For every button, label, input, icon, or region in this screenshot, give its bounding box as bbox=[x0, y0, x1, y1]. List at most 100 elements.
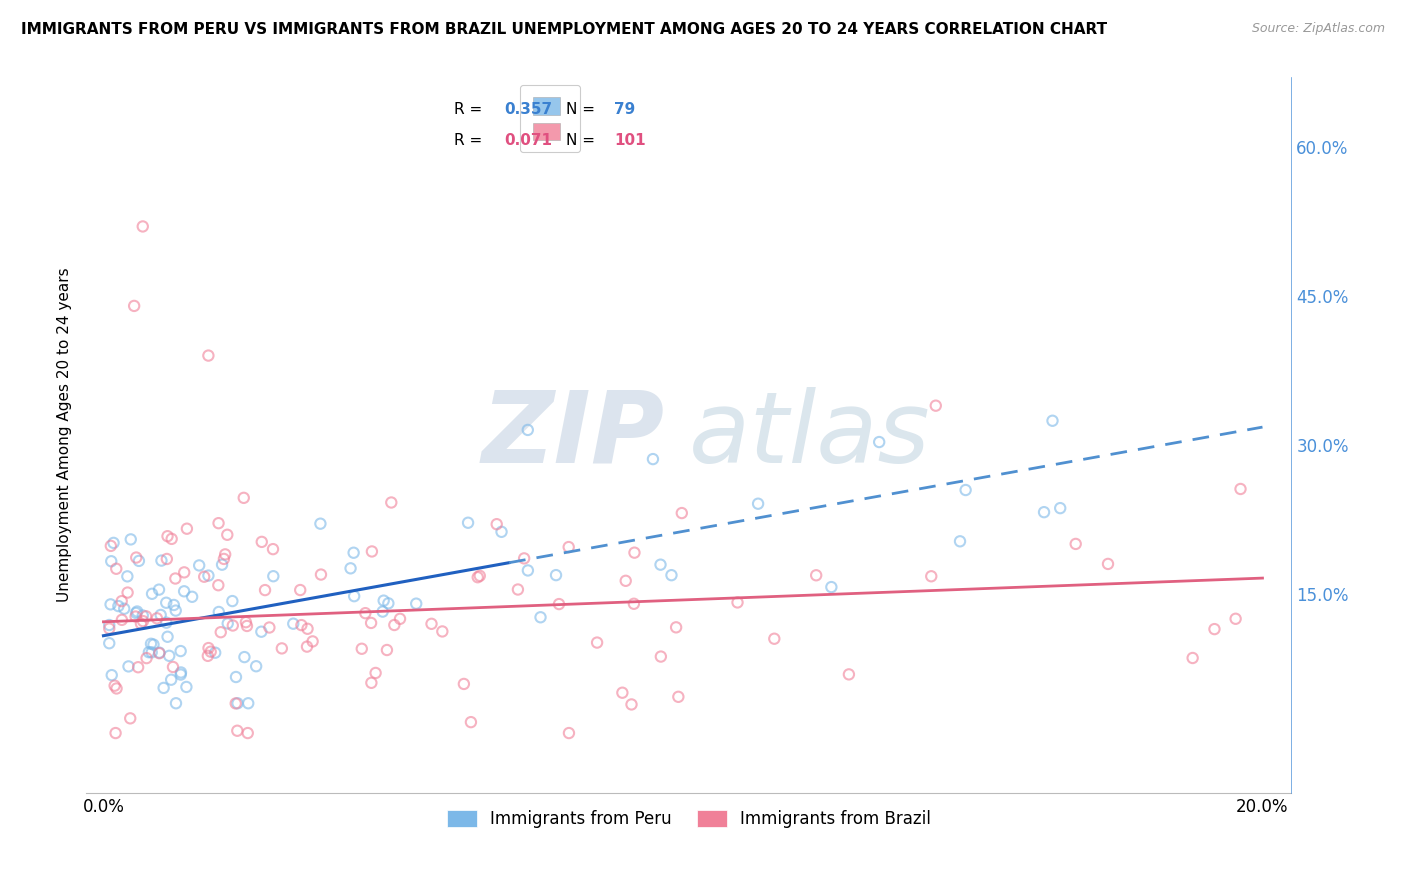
Text: ZIP: ZIP bbox=[482, 386, 665, 483]
Point bbox=[360, 615, 382, 630]
Point bbox=[558, 726, 581, 740]
Point bbox=[148, 582, 170, 597]
Point bbox=[104, 726, 127, 740]
Point bbox=[141, 587, 163, 601]
Point bbox=[132, 219, 155, 234]
Point bbox=[343, 589, 366, 603]
Point bbox=[197, 648, 219, 663]
Point bbox=[127, 660, 149, 674]
Point bbox=[212, 552, 235, 566]
Point bbox=[868, 435, 890, 450]
Point bbox=[1204, 622, 1226, 636]
Point bbox=[233, 650, 256, 665]
Point bbox=[135, 609, 157, 624]
Point bbox=[98, 636, 121, 650]
Point bbox=[193, 570, 215, 584]
Point bbox=[382, 618, 405, 632]
Point bbox=[112, 601, 135, 615]
Point bbox=[170, 667, 193, 681]
Point bbox=[236, 726, 259, 740]
Point bbox=[727, 595, 749, 609]
Point bbox=[132, 614, 155, 628]
Point bbox=[138, 645, 160, 659]
Point bbox=[1181, 651, 1204, 665]
Point bbox=[235, 615, 257, 630]
Point bbox=[506, 582, 529, 597]
Point bbox=[516, 564, 538, 578]
Point bbox=[117, 569, 139, 583]
Point bbox=[221, 594, 243, 608]
Point bbox=[295, 640, 318, 654]
Point bbox=[650, 558, 672, 572]
Point bbox=[283, 616, 305, 631]
Text: N =: N = bbox=[565, 102, 600, 117]
Point bbox=[225, 670, 247, 684]
Point bbox=[160, 532, 183, 546]
Point bbox=[620, 698, 643, 712]
Point bbox=[457, 516, 479, 530]
Point bbox=[120, 711, 142, 725]
Point bbox=[377, 596, 399, 610]
Point bbox=[301, 634, 323, 648]
Text: R =: R = bbox=[454, 133, 486, 148]
Point bbox=[380, 495, 402, 509]
Point bbox=[259, 620, 281, 634]
Point bbox=[214, 547, 236, 561]
Point bbox=[197, 641, 219, 656]
Point bbox=[1049, 501, 1071, 516]
Point bbox=[150, 553, 173, 567]
Point bbox=[1064, 537, 1087, 551]
Point bbox=[513, 551, 536, 566]
Point bbox=[217, 616, 239, 631]
Point bbox=[1097, 557, 1119, 571]
Point bbox=[544, 568, 567, 582]
Point bbox=[162, 660, 184, 674]
Legend: Immigrants from Peru, Immigrants from Brazil: Immigrants from Peru, Immigrants from Br… bbox=[440, 803, 938, 834]
Point bbox=[236, 619, 259, 633]
Point bbox=[1229, 482, 1251, 496]
Point bbox=[671, 506, 693, 520]
Point bbox=[516, 423, 538, 437]
Point bbox=[124, 609, 146, 624]
Point bbox=[120, 533, 142, 547]
Point bbox=[222, 618, 245, 632]
Point bbox=[350, 641, 373, 656]
Point bbox=[955, 483, 977, 497]
Point bbox=[290, 582, 312, 597]
Point bbox=[361, 544, 384, 558]
Point bbox=[623, 597, 645, 611]
Point bbox=[666, 690, 689, 704]
Point bbox=[103, 536, 125, 550]
Point bbox=[262, 569, 284, 583]
Point bbox=[165, 604, 187, 618]
Point bbox=[173, 566, 195, 580]
Point bbox=[155, 615, 177, 630]
Text: R =: R = bbox=[454, 102, 486, 117]
Point bbox=[156, 552, 179, 566]
Point bbox=[747, 497, 769, 511]
Point bbox=[238, 696, 260, 710]
Point bbox=[339, 561, 361, 575]
Text: 101: 101 bbox=[614, 133, 645, 148]
Text: Source: ZipAtlas.com: Source: ZipAtlas.com bbox=[1251, 22, 1385, 36]
Point bbox=[107, 599, 129, 613]
Point bbox=[226, 696, 249, 710]
Point bbox=[920, 569, 942, 583]
Point bbox=[125, 606, 148, 620]
Point bbox=[211, 558, 233, 572]
Point bbox=[614, 574, 637, 588]
Point bbox=[250, 534, 273, 549]
Point bbox=[135, 651, 157, 665]
Point bbox=[155, 596, 177, 610]
Point bbox=[128, 554, 150, 568]
Point bbox=[148, 646, 170, 660]
Point bbox=[197, 349, 219, 363]
Point bbox=[245, 659, 267, 673]
Point bbox=[804, 568, 827, 582]
Point bbox=[763, 632, 786, 646]
Point bbox=[460, 715, 482, 730]
Point bbox=[254, 583, 277, 598]
Point bbox=[160, 673, 183, 687]
Point bbox=[100, 668, 122, 682]
Point bbox=[111, 613, 134, 627]
